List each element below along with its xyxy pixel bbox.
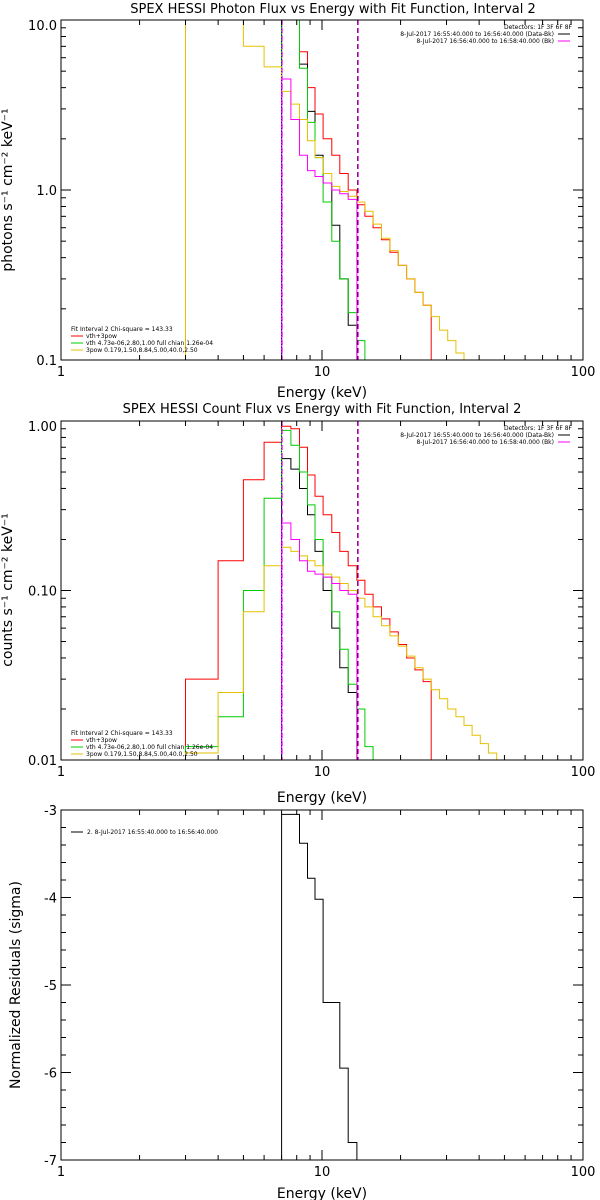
series-background xyxy=(281,78,358,360)
count-flux-panel: SPEX HESSI Count Flux vs Energy with Fit… xyxy=(0,402,595,806)
count-flux-legend-3: 3pow 0.179,1.50,8.84,5.00,40.0,2.50 xyxy=(86,751,198,758)
series-residuals xyxy=(281,813,358,1160)
series-background xyxy=(281,522,358,760)
series-data xyxy=(281,458,358,760)
photon-flux-legend-1: vth+3pow xyxy=(86,333,117,340)
y-tick-label: -4 xyxy=(44,892,57,907)
count-flux-fit-text: Fit Interval 2 Chi-square = 143.33 xyxy=(71,730,173,737)
count-flux-vlines xyxy=(281,421,359,760)
x-tick-label: 100 xyxy=(571,365,596,380)
photon-flux-legend-3: 3pow 0.179,1.50,8.84,5.00,40.0,2.50 xyxy=(86,347,198,354)
x-tick-label: 10 xyxy=(314,365,331,380)
y-tick-label: -5 xyxy=(44,979,57,994)
count-flux-axes: 1 10 100 0.01 0.10 1.00 xyxy=(28,420,595,780)
residuals-xlabel: Energy (keV) xyxy=(277,1186,367,1200)
residuals-frame xyxy=(60,809,584,1161)
residuals-panel: Energy (keV) Normalized Residuals (sigma… xyxy=(8,804,595,1200)
count-flux-interval-1: 8-Jul-2017 16:55:40.000 to 16:56:40.000 … xyxy=(400,432,554,439)
photon-flux-legend-2: vth 4.73e-06,2.80,1.00 full chian 1.26e-… xyxy=(86,340,213,347)
x-tick-label: 10 xyxy=(314,1165,331,1180)
y-tick-label: 0.10 xyxy=(28,585,57,600)
count-flux-detectors: Detectors: 1F 3F 6F 8F xyxy=(504,425,573,432)
count-flux-interval-2: 8-Jul-2017 16:56:40.000 to 16:58:40.000 … xyxy=(416,439,554,446)
count-flux-title: SPEX HESSI Count Flux vs Energy with Fit… xyxy=(123,402,522,417)
count-flux-frame xyxy=(60,420,584,761)
count-flux-xlabel: Energy (keV) xyxy=(277,790,367,806)
photon-flux-fit-legend: Fit Interval 2 Chi-square = 143.33 vth+3… xyxy=(71,326,213,354)
series-vth xyxy=(281,20,374,360)
count-flux-legend-2: vth 4.73e-06,2.80,1.00 full chian 1.26e-… xyxy=(86,744,213,751)
x-tick-label: 1 xyxy=(57,765,65,780)
x-tick-label: 100 xyxy=(571,1165,596,1180)
residuals-axes: 1 10 100 -7 -6 -5 -4 -3 xyxy=(44,804,595,1180)
residuals-ylabel: Normalized Residuals (sigma) xyxy=(8,881,24,1089)
photon-flux-series xyxy=(185,20,498,360)
count-flux-fit-legend: Fit Interval 2 Chi-square = 143.33 vth+3… xyxy=(71,730,213,758)
count-flux-legend-1: vth+3pow xyxy=(86,737,117,744)
y-tick-label: -3 xyxy=(44,804,57,819)
photon-flux-detectors: Detectors: 1F 3F 6F 8F xyxy=(504,24,573,31)
photon-flux-interval-2: 8-Jul-2017 16:56:40.000 to 16:58:40.000 … xyxy=(416,38,554,45)
y-tick-label: -7 xyxy=(44,1154,57,1169)
x-tick-label: 10 xyxy=(314,765,331,780)
residuals-legend-label: 2. 8-Jul-2017 16:55:40.000 to 16:56:40.0… xyxy=(87,829,218,836)
series-3pow xyxy=(185,546,522,760)
residuals-series xyxy=(281,813,358,1160)
photon-flux-xlabel: Energy (keV) xyxy=(277,385,367,401)
photon-flux-ylabel: photons s⁻¹ cm⁻² keV⁻¹ xyxy=(0,108,16,271)
x-tick-label: 100 xyxy=(571,765,596,780)
photon-flux-vlines xyxy=(281,20,359,360)
series-vth-3pow xyxy=(185,425,432,760)
photon-flux-interval-legend: 8-Jul-2017 16:55:40.000 to 16:56:40.000 … xyxy=(400,31,570,45)
photon-flux-title: SPEX HESSI Photon Flux vs Energy with Fi… xyxy=(130,2,536,17)
x-tick-label: 1 xyxy=(57,1165,65,1180)
y-tick-label: 0.01 xyxy=(28,754,57,769)
photon-flux-frame xyxy=(60,19,584,361)
count-flux-ylabel: counts s⁻¹ cm⁻² keV⁻¹ xyxy=(0,513,16,667)
photon-flux-fit-text: Fit Interval 2 Chi-square = 143.33 xyxy=(71,326,173,333)
series-vth xyxy=(185,429,374,760)
x-tick-label: 1 xyxy=(57,365,65,380)
photon-flux-interval-1: 8-Jul-2017 16:55:40.000 to 16:56:40.000 … xyxy=(400,31,554,38)
series-3pow xyxy=(185,20,498,360)
count-flux-interval-legend: 8-Jul-2017 16:55:40.000 to 16:56:40.000 … xyxy=(400,432,570,446)
y-tick-label: -6 xyxy=(44,1067,57,1082)
residuals-legend: 2. 8-Jul-2017 16:55:40.000 to 16:56:40.0… xyxy=(71,829,218,836)
photon-flux-axes: 1 10 100 0.1 1.0 10.0 xyxy=(28,19,595,380)
y-tick-label: 10.0 xyxy=(28,19,57,34)
y-tick-label: 1.0 xyxy=(36,184,57,199)
y-tick-label: 1.00 xyxy=(28,420,57,435)
y-tick-label: 0.1 xyxy=(36,354,57,369)
photon-flux-panel: SPEX HESSI Photon Flux vs Energy with Fi… xyxy=(0,2,595,401)
count-flux-series xyxy=(185,425,522,760)
